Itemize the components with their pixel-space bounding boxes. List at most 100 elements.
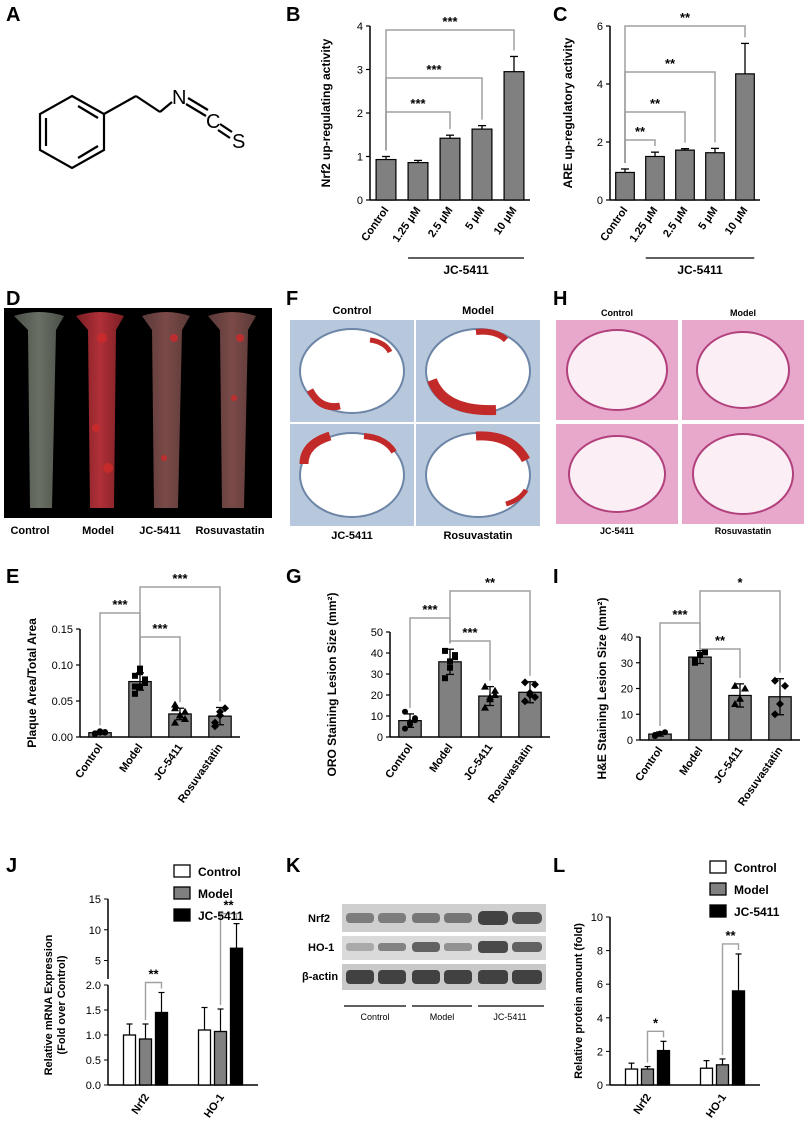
he-section-control [556,320,678,420]
blot-label-nrf2: Nrf2 [308,913,331,925]
data-point [736,694,744,702]
y-tick-label: 30 [621,658,633,670]
significance-marker: * [737,575,743,590]
bar [624,1068,639,1086]
bar [640,1068,655,1086]
data-point [692,657,698,664]
oro-section-jc5411 [290,424,414,526]
molecule-structure: N C S [38,87,245,170]
data-point [171,718,179,726]
data-point [662,729,668,736]
oro-section-control [290,320,414,422]
data-point [526,688,534,697]
data-point [132,683,138,690]
bar [735,73,755,201]
y-tick-label: 40 [371,648,383,660]
caption-f-jc5411: JC-5411 [331,530,373,542]
data-point [181,715,189,722]
bar [471,128,493,201]
x-tick-label: Model [427,742,455,775]
significance-marker: ** [725,928,736,943]
bar [731,990,746,1086]
x-tick-label: Control [598,205,630,244]
y-axis-label-2: (Fold over Control) [56,955,68,1054]
caption-h-jc5411: JC-5411 [599,526,635,536]
caption-f-rosuvastatin: Rosuvastatin [443,530,513,542]
x-tick-label: Control [359,205,391,244]
significance-bracket [646,1030,665,1063]
significance-bracket [385,77,483,151]
chart-mrna-expression: 0.0 0.5 1.0 1.5 2.0 5 10 15 Nrf2 HO-1 ** ** Relative… [43,864,258,1120]
caption-h-control: Control [601,308,633,318]
caption-f-model: Model [462,305,494,317]
data-point [442,675,448,682]
x-tick-label: Control [383,742,415,781]
bar [656,1049,671,1086]
data-point [481,703,489,711]
significance-marker: ** [665,56,676,71]
panel-label-f: F [286,288,299,310]
data-point [447,658,453,665]
x-tick-label: 2.5 μM [661,205,690,240]
y-axis-label: Relative mRNA Expression [43,934,55,1075]
data-point [137,665,143,672]
y-tick-label: 2 [597,137,603,149]
x-tick-label: 2.5 μM [426,205,455,240]
atom-n: N [172,87,186,109]
legend-swatch [173,886,191,900]
data-point [142,676,148,683]
bar [154,1011,169,1086]
caption-d-rosuvastatin: Rosuvastatin [195,525,265,537]
x-tick-label: Control [633,745,665,784]
legend-swatch [709,882,727,896]
x-tick-label: Nrf2 [632,1092,654,1117]
significance-marker: ** [485,575,496,590]
data-point [741,684,749,692]
data-point [447,664,453,671]
caption-d-control: Control [10,525,50,537]
y-axis-label: H&E Staining Lesion Size (mm²) [595,597,609,779]
data-point [102,729,108,736]
aorta-image-panel [4,308,272,518]
data-point [142,680,148,686]
legend-label: Control [734,861,777,875]
atom-c: C [206,111,220,133]
bar [688,656,712,741]
y-tick-label: 1.5 [86,1005,101,1017]
oro-section-rosuvastatin [416,424,540,526]
caption-d-model: Model [82,525,114,537]
y-axis-label: ORO Staining Lesion Size (mm²) [325,592,339,776]
significance-marker: ** [680,10,691,25]
x-tick-label: Model [117,742,145,775]
x-tick-label: JC-5411 [712,745,746,786]
panel-label-j: J [6,855,18,877]
significance-marker: *** [672,607,688,622]
significance-marker: *** [152,621,168,636]
x-tick-label: 5 μM [696,205,720,232]
y-tick-label: 1 [357,152,363,164]
aorta-model [76,312,124,508]
bar [439,137,461,201]
legend-label: Model [198,887,233,901]
panel-label-g: G [286,566,302,588]
y-tick-label: 0.15 [52,624,73,636]
significance-marker: ** [650,96,661,111]
y-tick-label: 6 [597,21,603,33]
y-tick-label: 4 [597,1013,603,1025]
x-tick-label: 10 μM [492,205,520,237]
x-tick-label: Control [73,742,105,781]
x-tick-label: Model [677,745,705,778]
x-tick-label: 5 μM [463,205,487,232]
panel-label-d: D [6,288,21,310]
he-section-jc5411 [556,424,678,524]
x-tick-label: HO-1 [202,1092,227,1120]
significance-marker: *** [172,571,188,586]
data-point [452,652,458,659]
data-point [481,682,489,690]
significance-bracket [699,644,741,678]
y-tick-label: 2.0 [86,980,101,992]
x-tick-label: 1.25 μM [627,205,660,245]
data-point [402,725,408,732]
significance-marker: ** [223,898,234,913]
